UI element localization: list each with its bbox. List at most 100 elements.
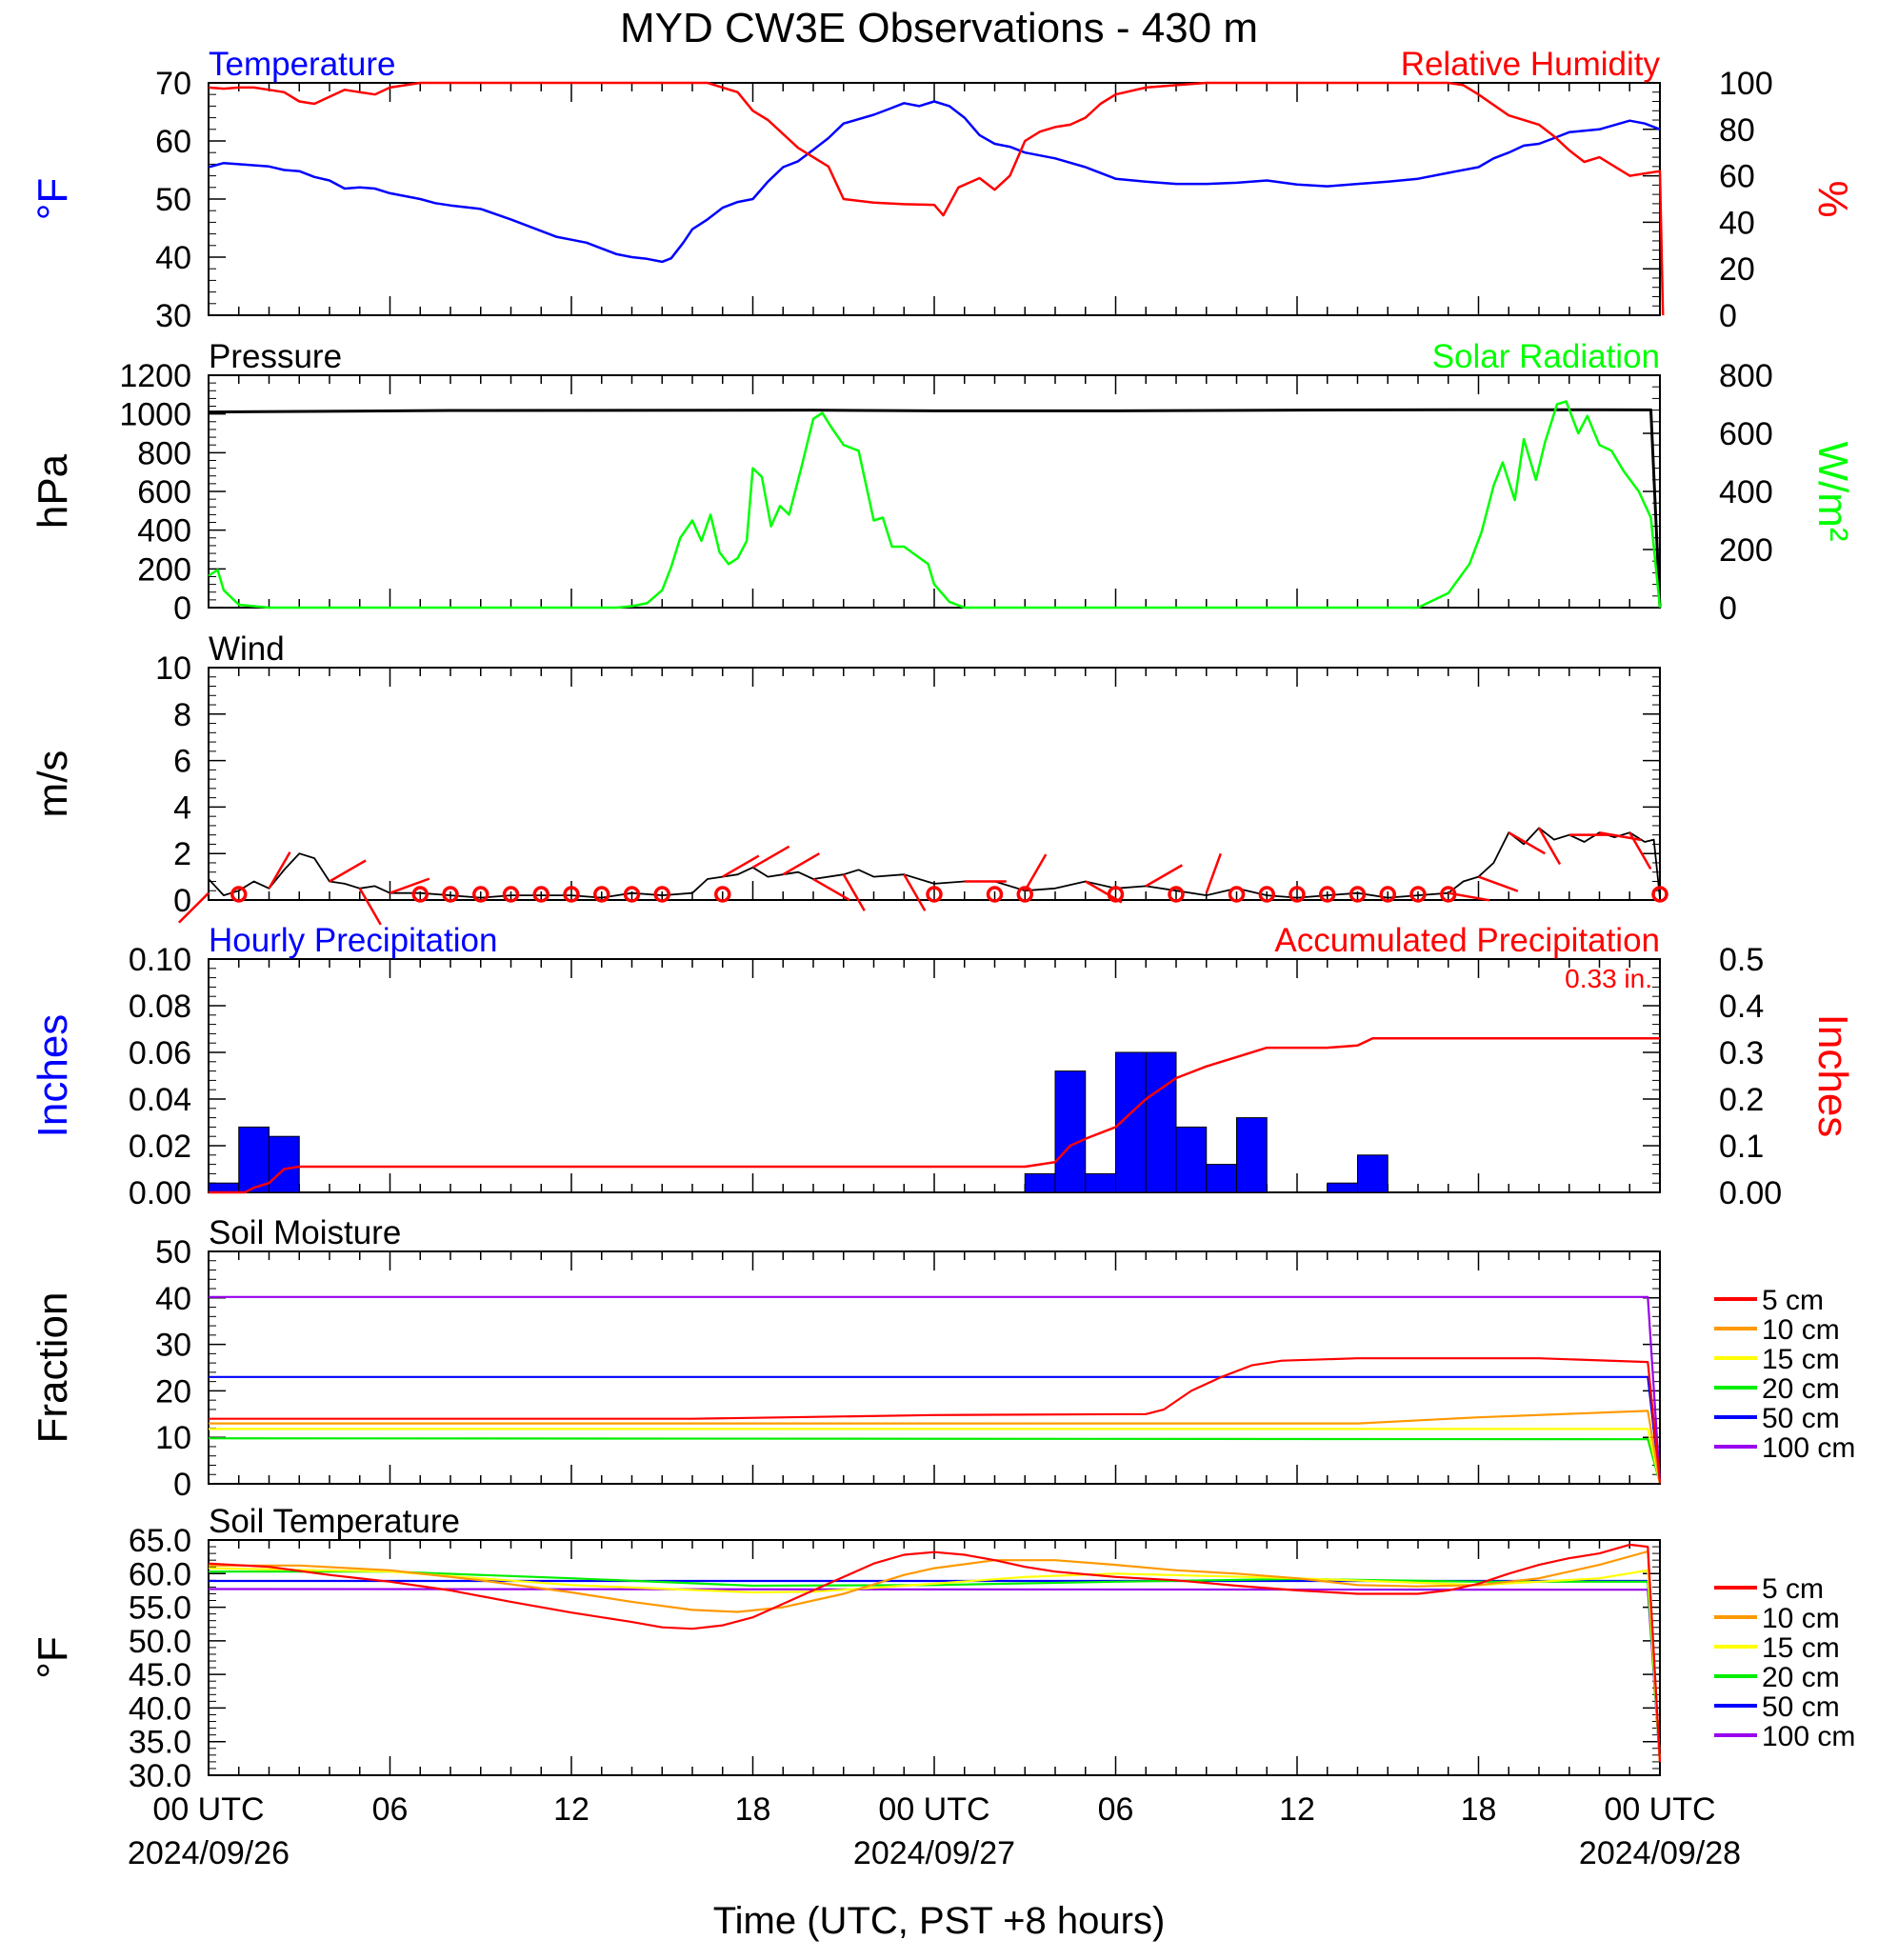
calm-wind-marker	[472, 886, 489, 903]
temp_rh-left-title: Temperature	[209, 46, 395, 83]
y-tick-label: 50	[155, 1234, 191, 1270]
x-tick-label: 00 UTC	[152, 1791, 264, 1828]
x-tick-label: 06	[1098, 1791, 1134, 1828]
calm-wind-marker	[1168, 886, 1185, 903]
soil_temp-series-line	[209, 1570, 1662, 1762]
y2-tick-label: 0.1	[1719, 1129, 1764, 1165]
x-tick-label: 18	[1461, 1791, 1497, 1828]
y2-tick-label: 80	[1719, 112, 1755, 149]
wind-barb	[1537, 827, 1562, 866]
pressure_solar-right-title: Solar Radiation	[1432, 338, 1660, 375]
pressure-line	[208, 408, 1662, 609]
y2-tick-label: 200	[1719, 532, 1773, 569]
wind-barb	[812, 877, 850, 902]
wind-barb	[722, 854, 760, 878]
y-tick-label: 2	[173, 836, 191, 872]
pressure_solar-panel: 0200400600800100012000200400600800Pressu…	[30, 338, 1856, 627]
y2-tick-label: 100	[1719, 66, 1773, 102]
temp_rh-frame	[208, 82, 1661, 316]
y-tick-label: 55.0	[129, 1590, 191, 1627]
humidity-line	[208, 81, 1665, 316]
wind-barb	[1145, 864, 1183, 888]
wind-barb	[1448, 891, 1490, 902]
y-tick-label: 0.10	[129, 942, 191, 978]
calm-wind-marker	[532, 886, 549, 903]
calm-wind-marker	[593, 886, 610, 903]
calm-wind-marker	[986, 886, 1004, 903]
y-tick-label: 0.08	[129, 989, 191, 1025]
y2-tick-label: 60	[1719, 159, 1755, 195]
y-tick-label: 1000	[119, 397, 191, 433]
precip-left-title: Hourly Precipitation	[209, 922, 497, 959]
calm-wind-marker	[653, 886, 670, 903]
x-tick-label: 18	[735, 1791, 771, 1828]
calm-wind-marker	[1258, 886, 1275, 903]
wind-barb	[358, 888, 382, 926]
calm-wind-marker	[1409, 886, 1427, 903]
calm-wind-marker	[1016, 886, 1033, 903]
y-tick-label: 0	[173, 1467, 191, 1503]
wind-panel: 0 2 4 6 8 10 Wind m/s	[30, 630, 1668, 926]
y-tick-label: 200	[137, 551, 191, 588]
y2-tick-label: 0.4	[1719, 989, 1764, 1025]
wind-barb	[1024, 853, 1048, 891]
y-tick-label: 600	[137, 474, 191, 510]
legend-label: 50 cm	[1762, 1691, 1840, 1723]
calm-wind-marker	[411, 886, 429, 903]
x-tick-label: 06	[372, 1791, 409, 1828]
precip-bar	[208, 1182, 240, 1193]
calm-wind-marker	[1319, 886, 1336, 903]
calm-wind-marker	[230, 886, 248, 903]
x-date-label: 2024/09/26	[128, 1835, 290, 1871]
soil_moisture-frame	[208, 1250, 1661, 1485]
y-tick-label: 35.0	[129, 1725, 191, 1761]
y2-tick-label: 0.5	[1719, 942, 1764, 978]
y2-tick-label: 40	[1719, 205, 1755, 241]
wind-barb	[842, 873, 866, 911]
precip-left-unit: Inches	[30, 1014, 76, 1138]
accum-precip-line	[209, 1037, 1660, 1194]
x-date-label: 2024/09/27	[853, 1835, 1015, 1871]
y-tick-label: 45.0	[129, 1657, 191, 1693]
temp_rh-right-title: Relative Humidity	[1401, 46, 1661, 83]
calm-wind-marker	[714, 886, 731, 903]
y-tick-label: 60.0	[129, 1556, 191, 1592]
y-tick-label: 20	[155, 1373, 191, 1410]
temp_rh-right-unit: %	[1809, 180, 1856, 217]
temperature-line	[208, 100, 1661, 264]
y-tick-label: 0.00	[129, 1175, 191, 1211]
precip-bar	[1175, 1126, 1208, 1193]
legend-label: 100 cm	[1762, 1432, 1855, 1464]
wind-barb	[268, 851, 291, 890]
legend-label: 10 cm	[1762, 1314, 1840, 1346]
precip-bar	[1085, 1172, 1116, 1193]
wind-barb	[903, 873, 927, 911]
calm-wind-marker	[1349, 886, 1367, 903]
pressure_solar-right-unit: W/m²	[1809, 441, 1856, 541]
chart-title: MYD CW3E Observations - 430 m	[620, 5, 1258, 51]
wind-barb	[1508, 831, 1546, 855]
y-tick-label: 1200	[119, 358, 191, 394]
y-tick-label: 30	[155, 298, 191, 334]
precip-bar	[269, 1135, 300, 1193]
y-tick-label: 6	[173, 744, 191, 780]
legend-label: 20 cm	[1762, 1662, 1840, 1693]
y2-tick-label: 600	[1719, 416, 1773, 452]
precip-bar	[1327, 1182, 1358, 1193]
soil_moisture-series-line	[209, 1410, 1662, 1484]
legend-label: 5 cm	[1762, 1573, 1824, 1605]
solar-line	[208, 400, 1662, 610]
y-tick-label: 0.02	[129, 1129, 191, 1165]
y-tick-label: 10	[155, 1420, 191, 1456]
y-tick-label: 800	[137, 435, 191, 471]
y2-tick-label: 0	[1719, 590, 1737, 627]
calm-wind-marker	[623, 886, 641, 903]
x-tick-label: 12	[1279, 1791, 1315, 1828]
pressure_solar-left-title: Pressure	[209, 338, 342, 375]
y-tick-label: 0.06	[129, 1035, 191, 1071]
wind-barb	[751, 845, 790, 869]
y-tick-label: 50	[155, 182, 191, 218]
y-tick-label: 0	[173, 883, 191, 919]
calm-wind-marker	[502, 886, 520, 903]
